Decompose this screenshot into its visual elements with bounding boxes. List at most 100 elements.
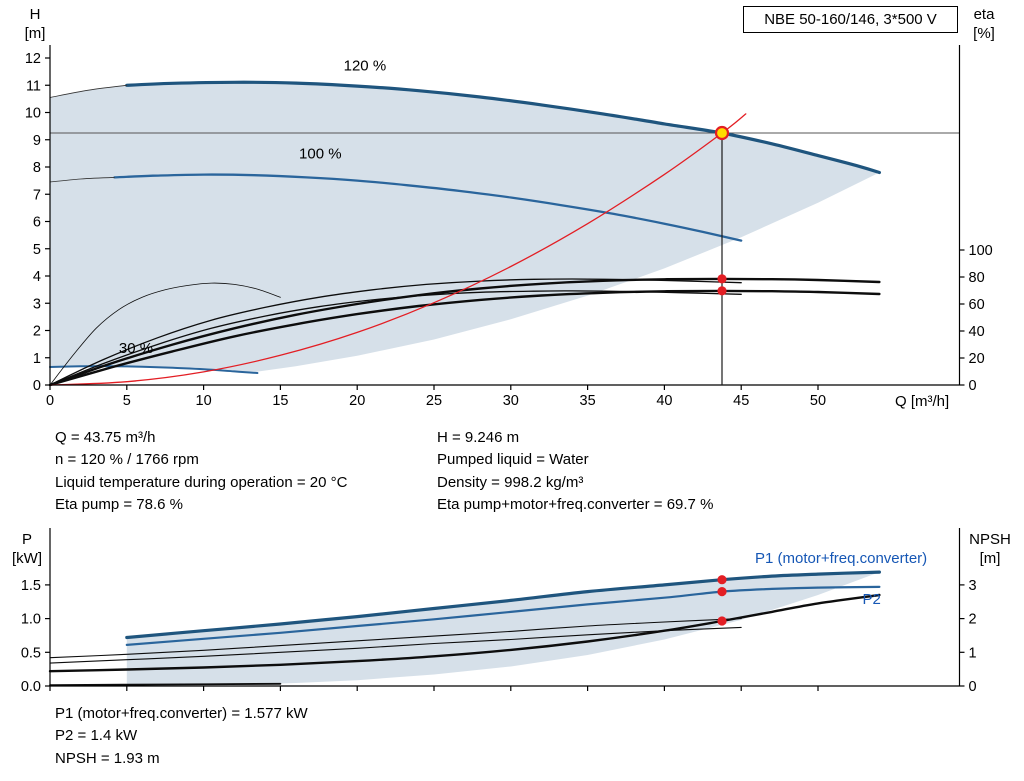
svg-text:80: 80 <box>969 270 985 286</box>
npsh-axis-title-unit: [m] <box>979 550 1001 567</box>
svg-text:9: 9 <box>33 133 41 149</box>
p2-curve-120 <box>125 585 881 646</box>
npsh-axis-title-symbol: NPSH <box>969 531 1011 548</box>
svg-text:2: 2 <box>969 612 977 628</box>
eta-total-100 <box>49 290 742 386</box>
duty-info-left: Q = 43.75 m³/h n = 120 % / 1766 rpm Liqu… <box>55 427 347 517</box>
npsh-point <box>717 616 727 626</box>
svg-text:1.5: 1.5 <box>21 578 41 594</box>
svg-text:30: 30 <box>503 393 519 409</box>
p2-point <box>717 587 727 597</box>
svg-text:50: 50 <box>810 393 826 409</box>
power-npsh-chart-axes: 0.0 0.5 1.0 1.5 0 1 2 3 <box>21 528 977 695</box>
info-line-liquid: Pumped liquid = Water <box>437 451 589 469</box>
system-curve <box>49 113 747 386</box>
label-100pct: 100 % <box>299 145 342 162</box>
p1-point <box>717 575 727 585</box>
svg-text:15: 15 <box>272 393 288 409</box>
svg-text:1.0: 1.0 <box>21 612 41 628</box>
p-curve-30 <box>49 682 282 687</box>
svg-text:3: 3 <box>33 296 41 312</box>
edge-line-120 <box>49 84 128 98</box>
pump-type-box: NBE 50-160/146, 3*500 V <box>743 6 958 33</box>
svg-text:20: 20 <box>969 351 985 367</box>
svg-text:0: 0 <box>33 378 41 394</box>
head-eta-chart-envelope <box>50 82 880 372</box>
label-120pct: 120 % <box>344 57 387 74</box>
label-p2: P2 <box>863 591 881 608</box>
svg-text:60: 60 <box>969 297 985 313</box>
eta-pump-120 <box>48 277 881 387</box>
power-axis-title-symbol: P <box>21 531 32 548</box>
svg-text:0: 0 <box>46 393 54 409</box>
svg-text:45: 45 <box>733 393 749 409</box>
head-eta-chart: 0 5 10 15 20 25 30 35 40 45 5001234567891011120204… <box>25 45 993 409</box>
head-axis-title: H [m] <box>20 5 50 43</box>
power-axis-title: P [kW] <box>6 530 48 568</box>
svg-text:0: 0 <box>969 378 977 394</box>
eta-axis-title: eta [%] <box>966 5 1002 43</box>
eta-total-120 <box>48 289 881 387</box>
speed-curve-30 <box>49 365 259 374</box>
info-line-eta-pump: Eta pump = 78.6 % <box>55 496 183 514</box>
p2-curve-100 <box>49 626 742 664</box>
p1-curve-120 <box>125 570 881 640</box>
label-p1: P1 (motor+freq.converter) <box>755 550 927 567</box>
power-info: P1 (motor+freq.converter) = 1.577 kW P2 … <box>55 703 308 770</box>
svg-text:7: 7 <box>33 187 41 203</box>
svg-text:20: 20 <box>349 393 365 409</box>
duty-info-right: H = 9.246 m Pumped liquid = Water Densit… <box>437 427 713 517</box>
svg-text:10: 10 <box>196 393 212 409</box>
eta-pump-point <box>717 274 727 284</box>
info-line-n: n = 120 % / 1766 rpm <box>55 451 199 469</box>
svg-text:12: 12 <box>25 51 41 67</box>
info-line-p1: P1 (motor+freq.converter) = 1.577 kW <box>55 705 308 722</box>
svg-text:4: 4 <box>33 269 41 285</box>
svg-text:3: 3 <box>969 578 977 594</box>
speed-curve-100 <box>113 173 743 242</box>
info-line-npsh: NPSH = 1.93 m <box>55 749 160 767</box>
svg-text:1: 1 <box>969 645 977 661</box>
npsh-axis-title: NPSH [m] <box>964 530 1016 568</box>
svg-text:10: 10 <box>25 106 41 122</box>
svg-text:0: 0 <box>969 679 977 695</box>
info-line-h: H = 9.246 m <box>437 429 520 446</box>
info-line-density: Density = 998.2 kg/m³ <box>437 473 584 491</box>
svg-text:1: 1 <box>33 351 41 367</box>
power-npsh-chart-envelope <box>126 572 880 686</box>
svg-text:11: 11 <box>26 78 41 94</box>
svg-text:40: 40 <box>656 393 672 409</box>
label-30pct: 30 % <box>119 340 153 357</box>
info-line-p2: P2 = 1.4 kW <box>55 727 138 745</box>
power-axis-title-unit: [kW] <box>12 550 42 567</box>
flow-axis-title: Q [m³/h] <box>895 393 950 410</box>
p1-curve-100 <box>49 618 742 659</box>
svg-text:100: 100 <box>969 243 993 259</box>
duty-point <box>714 125 730 141</box>
eta-axis-title-symbol: eta <box>973 6 995 23</box>
info-line-q: Q = 43.75 m³/h <box>55 429 156 446</box>
svg-text:40: 40 <box>969 324 985 340</box>
eta-total-point <box>717 286 727 296</box>
head-axis-title-unit: [m] <box>24 25 46 42</box>
npsh-curve <box>48 593 881 673</box>
eta-pump-100 <box>49 278 742 386</box>
eta-axis-title-unit: [%] <box>973 25 995 42</box>
svg-text:25: 25 <box>426 393 442 409</box>
svg-text:0.0: 0.0 <box>21 679 41 695</box>
head-eta-chart-axes: 0 5 10 15 20 25 30 35 40 45 5001234567891011120204… <box>25 45 993 409</box>
eta-curve-30 <box>49 282 281 386</box>
svg-text:6: 6 <box>33 215 41 231</box>
speed-curve-120 <box>125 80 881 175</box>
svg-text:35: 35 <box>580 393 596 409</box>
svg-text:8: 8 <box>33 160 41 176</box>
info-line-temp: Liquid temperature during operation = 20… <box>55 473 348 491</box>
info-line-eta-total: Eta pump+motor+freq.converter = 69.7 % <box>437 496 714 514</box>
svg-text:5: 5 <box>33 242 41 258</box>
head-axis-title-symbol: H <box>29 6 41 23</box>
svg-text:5: 5 <box>123 393 131 409</box>
edge-line-100 <box>49 177 115 183</box>
power-npsh-chart: 0.0 0.5 1.0 1.5 0 1 2 3 P1 (motor+freq.converter… <box>21 528 977 695</box>
svg-text:0.5: 0.5 <box>21 645 41 661</box>
